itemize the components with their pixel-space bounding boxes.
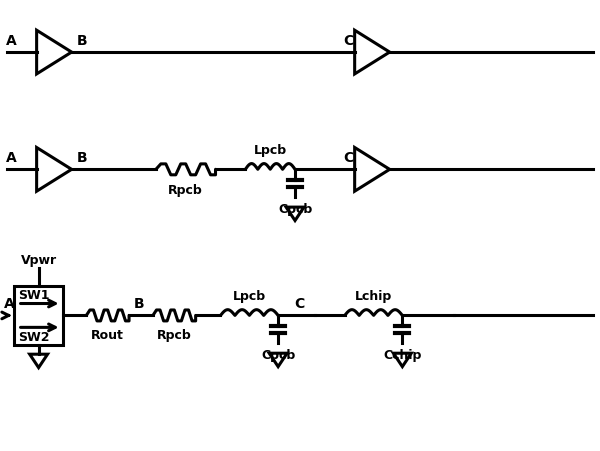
Text: B: B [77,34,87,48]
Text: Cpcb: Cpcb [261,349,295,361]
Text: Rout: Rout [91,329,124,341]
Text: Lchip: Lchip [355,289,392,302]
Text: C: C [343,151,353,165]
Text: Cchip: Cchip [383,349,422,361]
Text: SW2: SW2 [18,331,49,344]
Text: Lpcb: Lpcb [254,144,287,157]
Text: SW1: SW1 [18,288,49,301]
Text: Rpcb: Rpcb [169,184,203,197]
Text: A: A [4,297,14,311]
Text: A: A [6,34,17,48]
Text: Vpwr: Vpwr [20,253,56,266]
Bar [14,286,64,345]
Text: B: B [134,297,145,311]
Text: C: C [295,297,305,311]
Text: Lpcb: Lpcb [233,289,266,302]
Text: Cpcb: Cpcb [278,202,312,216]
Text: C: C [343,34,353,48]
Text: Rpcb: Rpcb [157,329,191,341]
Text: A: A [6,151,17,165]
Text: B: B [77,151,87,165]
